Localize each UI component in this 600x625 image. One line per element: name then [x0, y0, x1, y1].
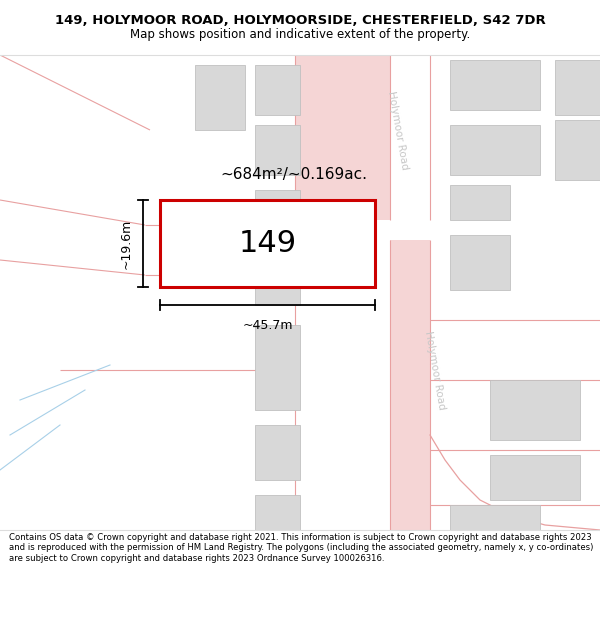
Bar [255, 190, 300, 245]
Bar [160, 200, 375, 287]
Bar [195, 65, 245, 130]
Text: 149, HOLYMOOR ROAD, HOLYMOORSIDE, CHESTERFIELD, S42 7DR: 149, HOLYMOOR ROAD, HOLYMOORSIDE, CHESTE… [55, 14, 545, 27]
Text: Map shows position and indicative extent of the property.: Map shows position and indicative extent… [130, 28, 470, 41]
Bar [255, 65, 300, 115]
Text: 149: 149 [238, 229, 296, 258]
Bar [450, 125, 540, 175]
Bar [555, 60, 600, 115]
Text: ~45.7m: ~45.7m [242, 319, 293, 332]
Bar [450, 505, 540, 530]
Text: ~19.6m: ~19.6m [120, 218, 133, 269]
Polygon shape [295, 55, 390, 220]
Bar [450, 235, 510, 290]
Bar [255, 260, 300, 305]
Text: Contains OS data © Crown copyright and database right 2021. This information is : Contains OS data © Crown copyright and d… [9, 533, 593, 562]
Polygon shape [390, 240, 430, 530]
Text: ~684m²/~0.169ac.: ~684m²/~0.169ac. [220, 168, 367, 182]
Bar [255, 325, 300, 410]
Bar [255, 495, 300, 530]
Text: Holymoor Road: Holymoor Road [386, 90, 410, 170]
Bar [450, 185, 510, 220]
Bar [255, 125, 300, 175]
Text: Holymoor Road: Holymoor Road [423, 330, 447, 410]
Bar [450, 60, 540, 110]
Bar [255, 425, 300, 480]
Bar [490, 380, 580, 440]
Bar [555, 120, 600, 180]
Bar [490, 455, 580, 500]
